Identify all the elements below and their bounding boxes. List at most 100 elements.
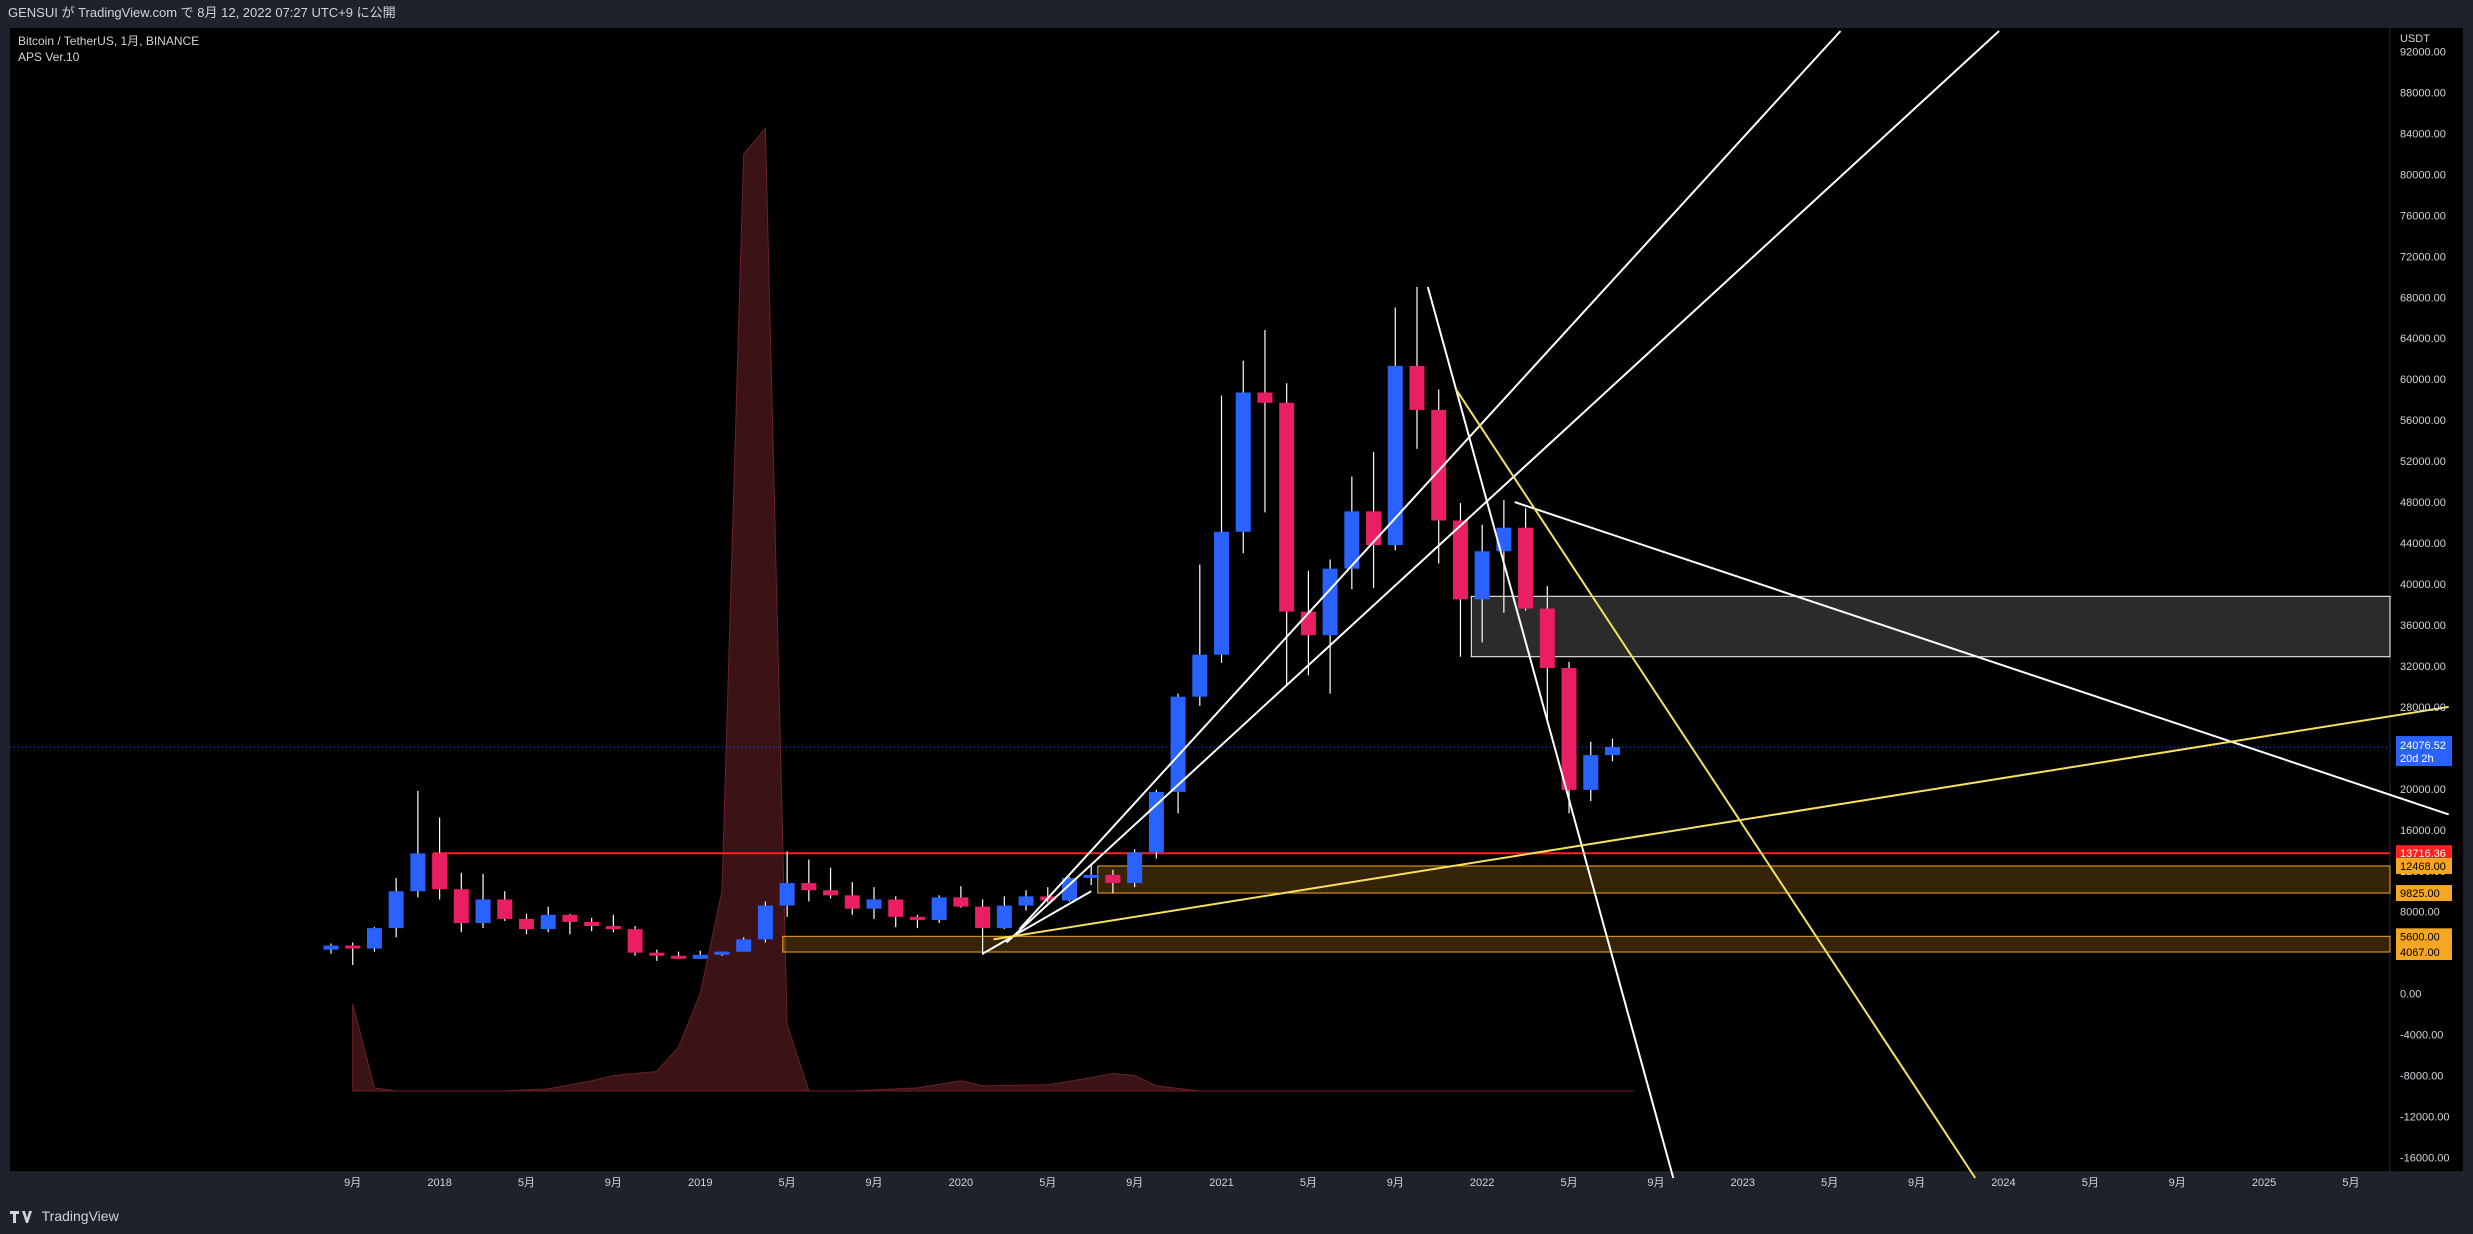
candle-body[interactable] xyxy=(1409,365,1425,410)
trend-line[interactable] xyxy=(1018,30,1842,930)
time-tick-label: 9月 xyxy=(344,1177,361,1189)
candle-body[interactable] xyxy=(757,905,773,940)
candle-body[interactable] xyxy=(1083,874,1099,878)
candle-body[interactable] xyxy=(1105,874,1121,884)
candle-body[interactable] xyxy=(605,926,621,930)
candle-body[interactable] xyxy=(1192,654,1208,697)
time-tick-label: 2023 xyxy=(1731,1177,1755,1189)
price-chart[interactable]: USDT 92000.00 88000.00 84000.00 80000.00 760… xyxy=(0,0,2473,1199)
trend-line[interactable] xyxy=(982,890,1092,955)
time-tick-label: 5月 xyxy=(1300,1177,1317,1189)
candle-body[interactable] xyxy=(1322,568,1338,636)
price-axis-unit: USDT xyxy=(2400,33,2430,45)
candle-body[interactable] xyxy=(1214,531,1230,655)
candles-layer xyxy=(323,287,1620,965)
candle-body[interactable] xyxy=(518,918,534,930)
price-tag-bg xyxy=(2396,928,2452,945)
trend-line[interactable] xyxy=(1005,30,2000,944)
candle-body[interactable] xyxy=(1170,696,1186,792)
candle-body[interactable] xyxy=(844,895,860,909)
candle-body[interactable] xyxy=(1539,608,1555,668)
candle-body[interactable] xyxy=(1018,896,1034,906)
candle-body[interactable] xyxy=(497,899,513,919)
price-tick-label: 76000.00 xyxy=(2400,210,2446,222)
candle-body[interactable] xyxy=(714,951,730,955)
candle-body[interactable] xyxy=(1127,852,1143,884)
candle-body[interactable] xyxy=(1518,527,1534,609)
candle-body[interactable] xyxy=(1300,611,1316,636)
candle-body[interactable] xyxy=(1583,755,1599,790)
candle-body[interactable] xyxy=(953,897,969,907)
candle-body[interactable] xyxy=(649,952,665,956)
candle-body[interactable] xyxy=(432,853,448,890)
candle-body[interactable] xyxy=(1561,667,1577,790)
candle-body[interactable] xyxy=(1387,365,1403,546)
footer-brand: TradingView xyxy=(41,1208,119,1224)
trend-line[interactable] xyxy=(1514,501,2450,816)
candle-body[interactable] xyxy=(388,891,404,929)
candle-body[interactable] xyxy=(1257,392,1273,403)
trend-line[interactable] xyxy=(1426,286,1675,1179)
candle-body[interactable] xyxy=(692,954,708,959)
candle-body[interactable] xyxy=(562,914,578,922)
candle-body[interactable] xyxy=(627,929,643,953)
candle-body[interactable] xyxy=(996,905,1012,929)
candle-body[interactable] xyxy=(410,853,426,892)
candle-body[interactable] xyxy=(366,928,382,949)
trend-lines-layer xyxy=(982,30,2450,1179)
time-tick-label: 5月 xyxy=(2082,1177,2099,1189)
current-price-tag-bg xyxy=(2396,736,2452,767)
price-tick-label: 36000.00 xyxy=(2400,620,2446,632)
price-tick-label: 84000.00 xyxy=(2400,128,2446,140)
candle-body[interactable] xyxy=(1604,747,1620,756)
candle-body[interactable] xyxy=(779,883,795,906)
candle-body[interactable] xyxy=(823,890,839,896)
trend-line[interactable] xyxy=(993,705,2449,941)
price-tag-bg xyxy=(2396,885,2452,902)
candle-body[interactable] xyxy=(975,906,991,929)
candle-body[interactable] xyxy=(888,899,904,917)
time-tick-label: 2022 xyxy=(1470,1177,1494,1189)
price-tick-label: 80000.00 xyxy=(2400,169,2446,181)
candle-body[interactable] xyxy=(1366,511,1382,546)
candle-body[interactable] xyxy=(1235,392,1251,532)
zones-layer xyxy=(782,595,2391,953)
candle-body[interactable] xyxy=(1474,551,1490,600)
candle-body[interactable] xyxy=(866,899,882,909)
price-tick-label: 64000.00 xyxy=(2400,333,2446,345)
candle-body[interactable] xyxy=(671,955,687,959)
trend-line[interactable] xyxy=(1455,388,1977,1179)
time-tick-label: 5月 xyxy=(1039,1177,1056,1189)
price-tick-label: 88000.00 xyxy=(2400,87,2446,99)
candle-body[interactable] xyxy=(1431,409,1447,521)
candle-body[interactable] xyxy=(1061,877,1077,901)
volume-area-layer xyxy=(352,126,1635,1092)
candle-body[interactable] xyxy=(736,939,752,952)
candle-body[interactable] xyxy=(475,899,491,923)
time-tick-label: 2019 xyxy=(688,1177,712,1189)
candle-body[interactable] xyxy=(323,945,339,950)
candle-body[interactable] xyxy=(909,916,925,920)
candle-body[interactable] xyxy=(1452,520,1468,600)
candle-body[interactable] xyxy=(345,945,361,949)
price-tick-label: 20000.00 xyxy=(2400,784,2446,796)
current-price-label: 24076.52 xyxy=(2400,740,2446,752)
price-tag-label: 13716.36 xyxy=(2400,848,2446,860)
price-tick-label: 16000.00 xyxy=(2400,825,2446,837)
bar-countdown-label: 20d 2h xyxy=(2400,753,2434,765)
price-tick-label: 28000.00 xyxy=(2400,702,2446,714)
candle-body[interactable] xyxy=(801,883,817,891)
time-tick-label: 9月 xyxy=(1908,1177,1925,1189)
chart-legend: Bitcoin / TetherUS, 1月, BINANCE APS Ver.… xyxy=(18,33,199,65)
candle-body[interactable] xyxy=(453,889,469,923)
candle-body[interactable] xyxy=(1496,527,1512,552)
candle-body[interactable] xyxy=(540,914,556,930)
candle-body[interactable] xyxy=(1279,402,1295,612)
price-tick-label: 52000.00 xyxy=(2400,456,2446,468)
time-tick-label: 5月 xyxy=(1821,1177,1838,1189)
publish-line: GENSUI が TradingView.com で 8月 12, 2022 0… xyxy=(8,5,396,20)
candle-body[interactable] xyxy=(931,897,947,920)
candle-body[interactable] xyxy=(1344,511,1360,569)
candle-body[interactable] xyxy=(584,921,600,927)
